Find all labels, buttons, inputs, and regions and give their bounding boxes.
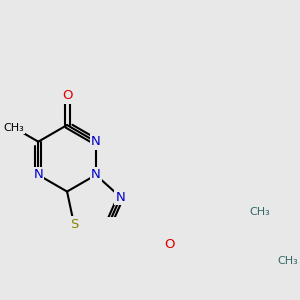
Text: N: N [91,135,101,148]
Text: N: N [91,168,101,182]
Text: N: N [116,191,125,204]
Text: O: O [164,238,174,251]
Text: N: N [33,168,43,182]
Text: S: S [70,218,78,231]
Text: CH₃: CH₃ [249,207,270,217]
Text: O: O [62,89,72,102]
Text: CH₃: CH₃ [3,123,24,133]
Text: CH₃: CH₃ [277,256,298,266]
